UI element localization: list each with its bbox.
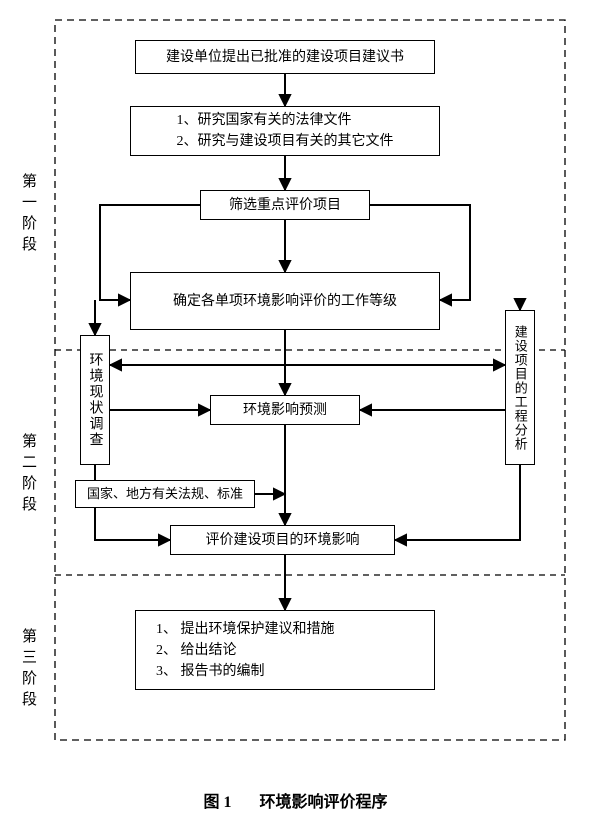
node-screen-projects: 筛选重点评价项目 bbox=[200, 190, 370, 220]
diagram-canvas: 建设单位提出已批准的建设项目建议书 1、研究国家有关的法律文件 2、研究与建设项… bbox=[0, 0, 591, 819]
node-eng-analysis-text: 建设项目的工程分析 bbox=[510, 325, 530, 451]
phase2-label: 第二阶段 bbox=[18, 415, 39, 535]
node-eng-analysis: 建设项目的工程分析 bbox=[505, 310, 535, 465]
node-conclusions: 1、 提出环境保护建议和措施 2、 给出结论 3、 报告书的编制 bbox=[135, 610, 435, 690]
node-study-line2: 2、研究与建设项目有关的其它文件 bbox=[177, 131, 394, 152]
node-evaluate-impact: 评价建设项目的环境影响 bbox=[170, 525, 395, 555]
node-conclusions-l3: 3、 报告书的编制 bbox=[156, 661, 335, 682]
node-evaluate-text: 评价建设项目的环境影响 bbox=[206, 530, 360, 551]
node-env-survey: 环境现状调查 bbox=[80, 335, 110, 465]
caption-fig: 图 1 bbox=[203, 788, 231, 812]
node-proposal: 建设单位提出已批准的建设项目建议书 bbox=[135, 40, 435, 74]
node-impact-predict: 环境影响预测 bbox=[210, 395, 360, 425]
node-study-line1: 1、研究国家有关的法律文件 bbox=[177, 110, 394, 131]
node-env-survey-text: 环境现状调查 bbox=[85, 352, 106, 448]
node-impact-predict-text: 环境影响预测 bbox=[243, 400, 327, 421]
node-determine-text: 确定各单项环境影响评价的工作等级 bbox=[173, 291, 397, 312]
phase2-text: 第二阶段 bbox=[18, 433, 39, 517]
node-regulations: 国家、地方有关法规、标准 bbox=[75, 480, 255, 508]
node-screen-text: 筛选重点评价项目 bbox=[229, 195, 341, 216]
phase1-label: 第一阶段 bbox=[18, 155, 39, 275]
node-proposal-text: 建设单位提出已批准的建设项目建议书 bbox=[166, 47, 404, 68]
node-determine-grade: 确定各单项环境影响评价的工作等级 bbox=[130, 272, 440, 330]
node-conclusions-l1: 1、 提出环境保护建议和措施 bbox=[156, 619, 335, 640]
node-conclusions-l2: 2、 给出结论 bbox=[156, 640, 335, 661]
node-study-docs: 1、研究国家有关的法律文件 2、研究与建设项目有关的其它文件 bbox=[130, 106, 440, 156]
phase3-text: 第三阶段 bbox=[18, 628, 39, 712]
phase3-label: 第三阶段 bbox=[18, 610, 39, 730]
node-regulations-text: 国家、地方有关法规、标准 bbox=[87, 484, 243, 504]
figure-caption: 图 1 环境影响评价程序 bbox=[0, 788, 591, 812]
caption-title: 环境影响评价程序 bbox=[260, 788, 388, 812]
phase1-text: 第一阶段 bbox=[18, 173, 39, 257]
